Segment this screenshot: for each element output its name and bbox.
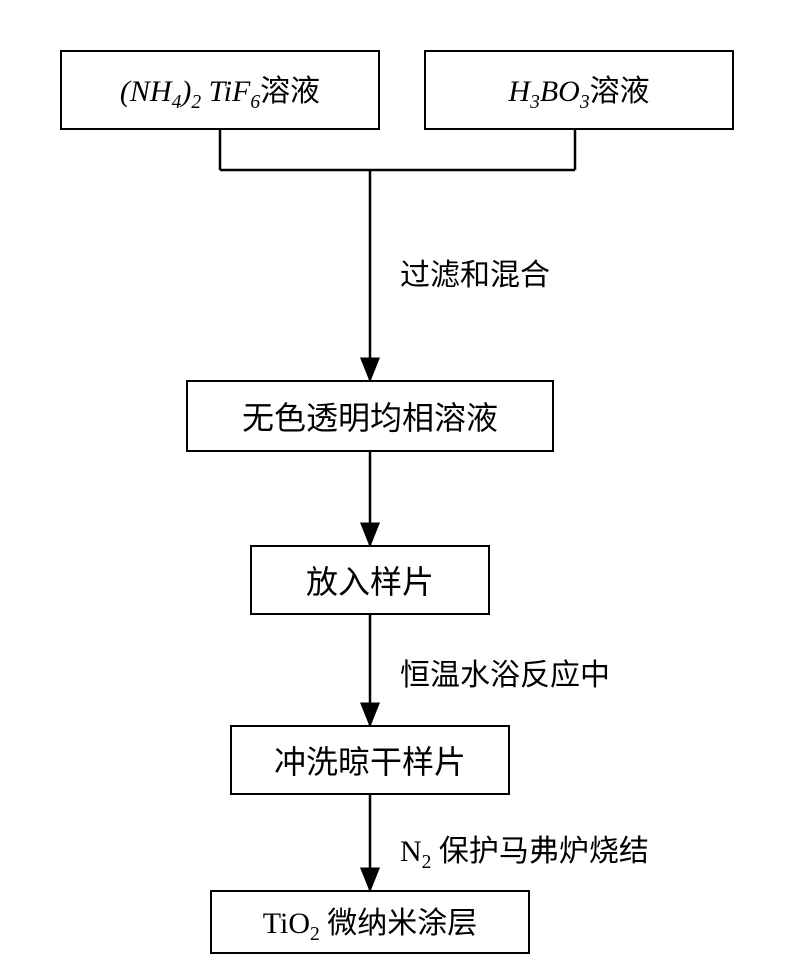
label-filter-mix: 过滤和混合 <box>400 250 550 294</box>
box-h3bo3: H3BO3溶液 <box>424 50 734 130</box>
label-water-bath: 恒温水浴反应中 <box>400 650 610 694</box>
box-rinse-text: 冲洗晾干样片 <box>274 737 466 783</box>
box-uniform-text: 无色透明均相溶液 <box>242 393 498 439</box>
box-h3bo3-text: H3BO3溶液 <box>508 66 649 114</box>
box-uniform-solution: 无色透明均相溶液 <box>186 380 554 452</box>
suffix-h3bo3: 溶液 <box>590 75 650 108</box>
box-rinse-dry: 冲洗晾干样片 <box>230 725 510 795</box>
formula-h3bo3: H3BO3 <box>508 75 589 108</box>
box-sample-text: 放入样片 <box>306 557 434 603</box>
flowchart-canvas: (NH4)2 TiF6溶液 H3BO3溶液 无色透明均相溶液 放入样片 冲洗晾干… <box>0 0 800 956</box>
box-nh4tif6: (NH4)2 TiF6溶液 <box>60 50 380 130</box>
label-sinter: N2 保护马弗炉烧结 <box>400 826 649 874</box>
suffix-nh4tif6: 溶液 <box>260 75 320 108</box>
box-insert-sample: 放入样片 <box>250 545 490 615</box>
connector-lines <box>0 0 800 956</box>
box-coating: TiO2 微纳米涂层 <box>210 890 530 954</box>
formula-nh4tif6: (NH4)2 TiF6 <box>120 75 260 108</box>
box-nh4tif6-text: (NH4)2 TiF6溶液 <box>120 66 320 114</box>
box-coating-text: TiO2 微纳米涂层 <box>263 898 478 946</box>
